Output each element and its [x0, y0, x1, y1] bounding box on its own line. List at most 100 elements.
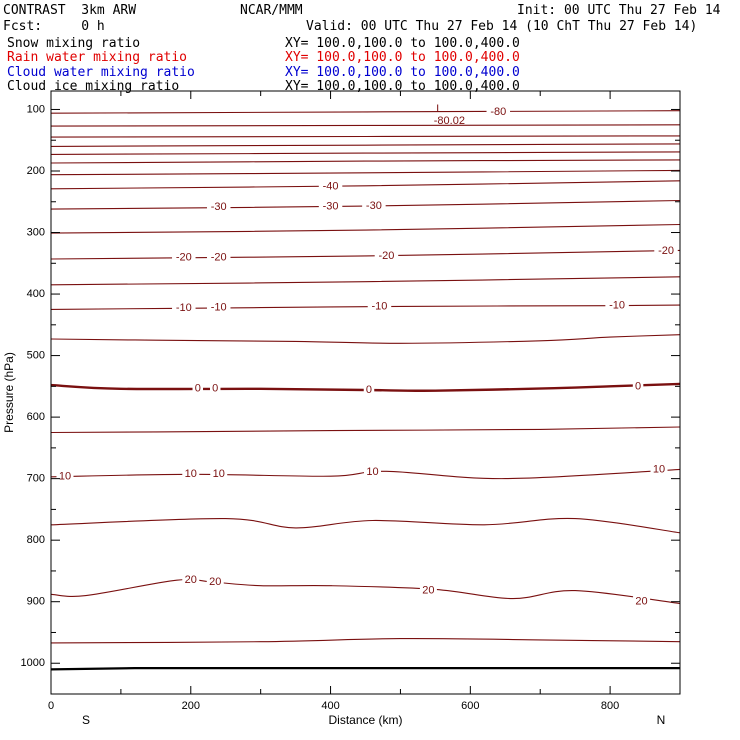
field-label-cloud-ice: Cloud ice mixing ratio: [7, 79, 180, 94]
field-label-rain: Rain water mixing ratio: [7, 50, 188, 65]
contour-label: -20: [211, 252, 227, 264]
contour-label-bg: [363, 384, 375, 397]
forecast-hour: Fcst: 0 h: [3, 19, 105, 34]
contour-label-bg: [650, 463, 668, 476]
contour-label: -20: [658, 245, 674, 257]
contour-label: 10: [213, 468, 225, 480]
contour-line: [50, 382, 681, 392]
contour-label: -30: [366, 200, 382, 212]
contour-line: [50, 135, 681, 138]
x-tick-label: 600: [461, 700, 479, 712]
init-time: Init: 00 UTC Thu 27 Feb 14: [517, 3, 721, 18]
field-xy-rain: XY= 100.0,100.0 to 100.0,400.0: [285, 50, 520, 65]
y-tick-label: 500: [27, 349, 45, 361]
x-tick-label: 0: [48, 700, 54, 712]
contour-label: 20: [185, 574, 197, 586]
contour-label-bg: [172, 302, 196, 315]
contour-label: 0: [366, 384, 372, 396]
contour-label-bg: [182, 574, 200, 587]
low-marker-value: -80.02: [434, 115, 465, 127]
field-xy-snow: XY= 100.0,100.0 to 100.0,400.0: [285, 36, 520, 51]
contour-line: [50, 110, 681, 114]
contour-line: [50, 169, 681, 176]
y-tick-label: 600: [27, 411, 45, 423]
contour-line: [50, 151, 681, 155]
contour-label: -20: [379, 250, 395, 262]
contour-label-bg: [632, 380, 644, 393]
contour-label-bg: [192, 382, 204, 395]
model-title: CONTRAST 3km ARW: [3, 3, 137, 18]
contour-label-bg: [56, 470, 74, 483]
x-endpoint-right: N: [657, 713, 666, 727]
contour-label-bg: [209, 382, 221, 395]
contour-label: 0: [212, 383, 218, 395]
contour-line: [50, 249, 681, 260]
x-endpoint-left: S: [82, 713, 90, 727]
contour-line: [50, 124, 681, 127]
contour-line: [50, 638, 681, 644]
contour-label-bg: [206, 301, 231, 314]
field-xy-cloud-water: XY= 100.0,100.0 to 100.0,400.0: [285, 65, 520, 80]
contour-label: -80: [490, 106, 506, 118]
contour-label-bg: [419, 584, 437, 597]
contour-label: 0: [195, 383, 201, 395]
contour-label: -40: [323, 180, 339, 192]
contour-line: [50, 304, 681, 310]
y-tick-label: 400: [27, 288, 45, 300]
field-xy-cloud-ice: XY= 100.0,100.0 to 100.0,400.0: [285, 79, 520, 94]
contour-label: 10: [653, 463, 665, 475]
contour-label: -30: [211, 201, 227, 213]
contour-label: -10: [176, 302, 192, 314]
x-axis-title: Distance (km): [328, 713, 402, 727]
contour-line: [50, 223, 681, 234]
contour-label: -10: [211, 301, 227, 313]
contour-label-bg: [605, 299, 629, 312]
valid-time: Valid: 00 UTC Thu 27 Feb 14 (10 ChT Thu …: [306, 19, 698, 34]
contour-line: [50, 180, 681, 190]
y-tick-label: 1000: [21, 657, 45, 669]
contour-label-bg: [206, 251, 231, 264]
field-label-snow: Snow mixing ratio: [7, 36, 141, 51]
contour-label: 10: [366, 466, 378, 478]
contour-label: 0: [635, 380, 641, 392]
contour-label: -20: [176, 252, 192, 264]
y-tick-label: 100: [27, 103, 45, 115]
x-tick-label: 200: [182, 700, 200, 712]
contour-label: 20: [209, 576, 221, 588]
contour-label: -10: [372, 300, 388, 312]
plot-frame: [50, 90, 681, 695]
x-tick-label: 800: [601, 700, 619, 712]
contour-label-bg: [206, 576, 224, 589]
contour-line: [50, 517, 681, 534]
contour-line: [50, 159, 681, 164]
contour-label: 20: [422, 585, 434, 597]
contour-label: 10: [59, 471, 71, 483]
contour-line: [50, 143, 681, 147]
contour-label: 20: [635, 596, 647, 608]
contour-label: -10: [609, 300, 625, 312]
y-axis-title: Pressure (hPa): [2, 352, 16, 433]
contour-label: 10: [185, 468, 197, 480]
contour-label-bg: [363, 465, 381, 478]
contour-line: [50, 426, 681, 434]
center-title: NCAR/MMM: [240, 3, 303, 18]
contour-line: [50, 276, 681, 286]
contour-label: -30: [323, 201, 339, 213]
y-tick-label: 700: [27, 473, 45, 485]
contour-label-bg: [367, 300, 392, 313]
contour-label-bg: [633, 595, 651, 608]
low-marker-letter: L: [436, 103, 442, 115]
contour-label-bg: [318, 180, 343, 193]
contour-label-bg: [654, 244, 678, 257]
field-label-cloud-water: Cloud water mixing ratio: [7, 65, 195, 80]
contour-line: [50, 578, 681, 605]
y-tick-label: 800: [27, 534, 45, 546]
surface-line: [50, 667, 680, 671]
contour-label-bg: [206, 201, 231, 214]
y-tick-label: 900: [27, 596, 45, 608]
contour-label-bg: [182, 468, 200, 481]
x-tick-label: 400: [321, 700, 339, 712]
y-tick-label: 200: [27, 165, 45, 177]
contour-label-bg: [374, 249, 399, 262]
